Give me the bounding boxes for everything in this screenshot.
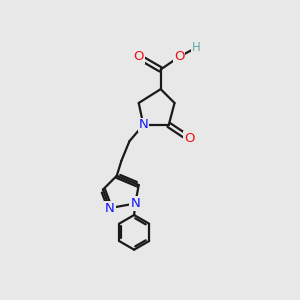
Text: O: O	[134, 50, 144, 63]
Text: H: H	[192, 41, 201, 54]
Text: O: O	[174, 50, 184, 63]
Text: O: O	[184, 132, 195, 145]
Text: N: N	[139, 118, 148, 131]
Text: N: N	[105, 202, 115, 214]
Text: N: N	[130, 197, 140, 210]
